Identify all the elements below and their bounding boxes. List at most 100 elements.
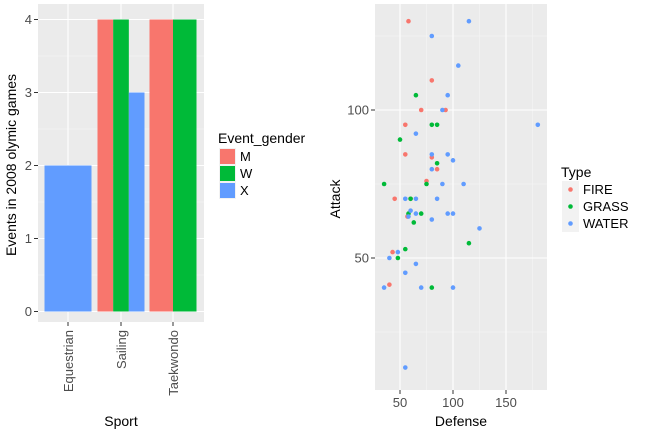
- bar-x-axis: Equestrian Sailing Taekwondo: [61, 322, 181, 396]
- scatter-point-fire: [387, 282, 392, 287]
- scatter-point-grass: [434, 160, 440, 166]
- scatter-point-grass: [411, 220, 417, 225]
- scatter-point-water: [445, 211, 451, 216]
- bar-x-axis-title: Sport: [104, 413, 138, 429]
- scatter-point-water: [413, 261, 419, 267]
- scatter-point-water: [413, 196, 419, 202]
- scatter-point-water: [450, 211, 456, 216]
- bar-legend-items: MWX: [219, 148, 253, 199]
- scatter-point-water: [429, 33, 435, 39]
- scatter-point-water: [406, 214, 411, 219]
- scatter-point-water: [395, 249, 401, 255]
- scatter-point-water: [477, 226, 482, 231]
- scatter-legend-label: GRASS: [583, 199, 629, 214]
- scatter-point-water: [429, 152, 435, 157]
- bar-y-tick-label: 3: [25, 85, 32, 100]
- scatter-y-tick-label: 50: [355, 251, 369, 266]
- bar-legend: Event_gender MWX: [218, 130, 306, 199]
- scatter-point-water: [450, 158, 456, 163]
- scatter-point-water: [403, 196, 408, 202]
- scatter-point-grass: [403, 246, 408, 252]
- scatter-point-water: [440, 181, 445, 187]
- scatter-x-tick-label: 100: [442, 395, 464, 410]
- scatter-point-fire: [403, 122, 408, 128]
- scatter-y-axis-title: Attack: [327, 179, 343, 219]
- scatter-legend-label: WATER: [583, 216, 629, 231]
- scatter-legend-items: FIRE GRASS WATER: [562, 181, 629, 232]
- scatter-y-axis: 50 100: [347, 103, 375, 266]
- bar-bars: [44, 19, 197, 312]
- bar-legend-title: Event_gender: [218, 130, 306, 146]
- scatter-point-water: [381, 285, 387, 290]
- scatter-point-fire: [418, 107, 424, 113]
- scatter-point-grass: [429, 285, 435, 290]
- scatter-point-water: [445, 92, 451, 98]
- bar-y-axis-title: Events in 2008 olymic games: [3, 74, 19, 256]
- scatter-point-fire: [406, 18, 411, 24]
- bar-y-tick-label: 2: [25, 158, 32, 173]
- scatter-legend-swatch: [568, 221, 573, 226]
- scatter-point-water: [387, 255, 392, 261]
- bar-chart: 0 1 2 3 4 Equestrian Sailing Taekwondo Sport E…: [3, 4, 306, 429]
- bar-x-tick-label: Equestrian: [61, 330, 76, 392]
- scatter-point-water: [413, 131, 419, 136]
- scatter-point-water: [403, 270, 408, 276]
- scatter-point-water: [434, 196, 440, 202]
- bar-taekwondo-w: [173, 19, 197, 312]
- scatter-point-water: [466, 18, 472, 24]
- scatter-point-fire: [429, 78, 435, 83]
- scatter-legend-label: FIRE: [583, 182, 613, 197]
- bar-sailing-w: [113, 19, 129, 312]
- bar-y-axis: 0 1 2 3 4: [25, 12, 38, 319]
- scatter-gridlines: [375, 4, 547, 390]
- scatter-y-tick-label: 100: [347, 103, 369, 118]
- scatter-legend-swatch: [568, 204, 573, 209]
- scatter-point-fire: [403, 152, 408, 157]
- scatter-point-grass: [424, 181, 429, 187]
- scatter-point-water: [403, 365, 408, 370]
- scatter-point-water: [461, 181, 466, 187]
- bar-y-tick-label: 4: [25, 12, 32, 27]
- scatter-point-water: [440, 107, 445, 113]
- scatter-point-grass: [466, 240, 472, 246]
- bar-y-tick-label: 1: [25, 231, 32, 246]
- scatter-point-fire: [392, 196, 398, 202]
- scatter-panel: [375, 4, 547, 390]
- bar-legend-swatch: [220, 183, 235, 198]
- scatter-point-grass: [408, 196, 413, 202]
- scatter-point-grass: [395, 255, 401, 261]
- bar-sailing-x: [128, 92, 145, 312]
- scatter-legend-title: Type: [561, 164, 592, 180]
- scatter-x-axis: 50 100 150: [393, 390, 517, 410]
- bar-x-tick-label: Taekwondo: [166, 330, 181, 396]
- scatter-legend: Type FIRE GRASS WATER: [561, 164, 629, 232]
- scatter-point-water: [535, 122, 541, 128]
- bar-legend-swatch: [220, 149, 235, 164]
- scatter-point-water: [408, 208, 413, 213]
- bar-legend-label: M: [240, 149, 251, 164]
- scatter-point-grass: [434, 122, 440, 128]
- scatter-point-fire: [390, 249, 395, 255]
- scatter-point-water: [429, 217, 435, 222]
- scatter-chart: 50 100 50 100 150 Defense Attack Type FIRE G…: [327, 4, 629, 429]
- scatter-point-water: [429, 166, 435, 172]
- scatter-x-tick-label: 50: [393, 395, 407, 410]
- scatter-point-water: [418, 285, 424, 290]
- scatter-point-grass: [418, 211, 424, 216]
- scatter-point-fire: [434, 166, 440, 172]
- scatter-point-water: [456, 63, 461, 68]
- bar-taekwondo-m: [149, 19, 173, 312]
- scatter-legend-swatch: [568, 187, 573, 192]
- bar-legend-swatch: [220, 166, 235, 181]
- bar-legend-label: X: [240, 183, 249, 198]
- scatter-x-tick-label: 150: [495, 395, 517, 410]
- scatter-point-fire: [443, 107, 448, 113]
- scatter-points: [381, 18, 541, 370]
- scatter-x-axis-title: Defense: [435, 413, 487, 429]
- bar-equestrian-x: [44, 165, 92, 312]
- scatter-point-water: [413, 211, 419, 216]
- scatter-point-grass: [429, 122, 435, 128]
- bar-y-tick-label: 0: [25, 304, 32, 319]
- scatter-point-grass: [413, 92, 419, 98]
